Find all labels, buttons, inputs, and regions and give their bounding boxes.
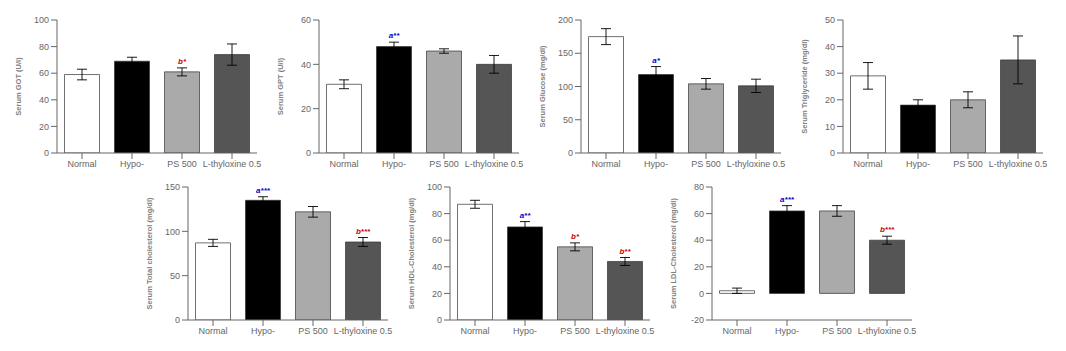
- svg-text:Normal: Normal: [198, 326, 227, 336]
- svg-text:L-thyloxine 0.5: L-thyloxine 0.5: [334, 326, 393, 336]
- svg-text:PS 500: PS 500: [298, 326, 328, 336]
- svg-text:40: 40: [694, 235, 704, 245]
- svg-text:PS 500: PS 500: [429, 159, 459, 169]
- svg-text:Serum HDL-Cholesterol (mg/dl): Serum HDL-Cholesterol (mg/dl): [407, 197, 416, 309]
- svg-text:Serum Triglyceride (mg/dl): Serum Triglyceride (mg/dl): [800, 39, 809, 134]
- svg-text:30: 30: [825, 68, 835, 78]
- svg-text:40: 40: [301, 60, 311, 70]
- svg-text:0: 0: [699, 289, 704, 299]
- svg-text:L-thyloxine 0.5: L-thyloxine 0.5: [596, 326, 655, 336]
- svg-text:PS 500: PS 500: [167, 159, 197, 169]
- svg-text:L-thyloxine 0.5: L-thyloxine 0.5: [727, 159, 786, 169]
- svg-text:20: 20: [39, 122, 49, 132]
- svg-text:Normal: Normal: [329, 159, 358, 169]
- svg-text:Normal: Normal: [591, 159, 620, 169]
- svg-text:Normal: Normal: [722, 326, 751, 336]
- svg-text:Serum GPT (U/l): Serum GPT (U/l): [276, 57, 285, 115]
- svg-text:150: 150: [165, 182, 180, 192]
- svg-text:L-thyloxine 0.5: L-thyloxine 0.5: [465, 159, 524, 169]
- svg-text:20: 20: [694, 262, 704, 272]
- svg-text:100: 100: [165, 227, 180, 237]
- svg-text:Hypo-: Hypo-: [251, 326, 275, 336]
- svg-text:80: 80: [432, 209, 442, 219]
- svg-text:b***: b***: [356, 227, 371, 236]
- svg-text:20: 20: [432, 289, 442, 299]
- svg-text:60: 60: [301, 15, 311, 25]
- svg-text:Serum Glucose (mg/dl): Serum Glucose (mg/dl): [538, 45, 547, 128]
- svg-text:a**: a**: [520, 211, 532, 220]
- svg-text:100: 100: [558, 82, 573, 92]
- svg-text:50: 50: [825, 15, 835, 25]
- svg-text:0: 0: [44, 148, 49, 158]
- svg-text:80: 80: [39, 42, 49, 52]
- svg-text:60: 60: [39, 68, 49, 78]
- svg-text:60: 60: [694, 209, 704, 219]
- svg-text:100: 100: [34, 15, 49, 25]
- svg-text:a**: a**: [389, 31, 401, 40]
- svg-text:b***: b***: [880, 225, 895, 234]
- svg-text:0: 0: [830, 148, 835, 158]
- svg-text:Hypo-: Hypo-: [382, 159, 406, 169]
- svg-text:Hypo-: Hypo-: [120, 159, 144, 169]
- svg-text:a*: a*: [652, 56, 660, 65]
- svg-text:Normal: Normal: [67, 159, 96, 169]
- svg-text:Hypo-: Hypo-: [775, 326, 799, 336]
- svg-text:20: 20: [301, 104, 311, 114]
- svg-text:L-thyloxine 0.5: L-thyloxine 0.5: [989, 159, 1048, 169]
- svg-text:0: 0: [306, 148, 311, 158]
- svg-text:PS 500: PS 500: [953, 159, 983, 169]
- svg-text:Serum Total cholesterol (mg/dl: Serum Total cholesterol (mg/dl): [145, 197, 154, 309]
- svg-text:-20: -20: [691, 315, 704, 325]
- svg-text:10: 10: [825, 122, 835, 132]
- svg-text:150: 150: [558, 48, 573, 58]
- svg-text:40: 40: [432, 262, 442, 272]
- svg-text:a***: a***: [780, 195, 795, 204]
- svg-text:b**: b**: [619, 247, 631, 256]
- svg-text:50: 50: [563, 115, 573, 125]
- svg-text:PS 500: PS 500: [691, 159, 721, 169]
- svg-text:PS 500: PS 500: [560, 326, 590, 336]
- svg-text:Hypo-: Hypo-: [644, 159, 668, 169]
- svg-text:60: 60: [432, 235, 442, 245]
- svg-text:Normal: Normal: [853, 159, 882, 169]
- svg-text:0: 0: [175, 315, 180, 325]
- svg-text:200: 200: [558, 15, 573, 25]
- svg-text:a***: a***: [256, 186, 271, 195]
- svg-text:Serum LDL-Cholesterol (mg/dl): Serum LDL-Cholesterol (mg/dl): [669, 198, 678, 309]
- svg-text:20: 20: [825, 95, 835, 105]
- svg-text:50: 50: [170, 271, 180, 281]
- svg-text:100: 100: [427, 182, 442, 192]
- svg-text:Hypo-: Hypo-: [906, 159, 930, 169]
- svg-text:0: 0: [437, 315, 442, 325]
- svg-text:b*: b*: [178, 57, 187, 66]
- svg-text:b*: b*: [571, 232, 580, 241]
- svg-text:Serum GOT (U/l): Serum GOT (U/l): [14, 57, 23, 116]
- svg-text:0: 0: [568, 148, 573, 158]
- svg-text:80: 80: [694, 182, 704, 192]
- svg-text:L-thyloxine 0.5: L-thyloxine 0.5: [203, 159, 262, 169]
- svg-text:PS 500: PS 500: [822, 326, 852, 336]
- svg-text:40: 40: [39, 95, 49, 105]
- svg-text:40: 40: [825, 42, 835, 52]
- svg-text:L-thyloxine 0.5: L-thyloxine 0.5: [858, 326, 917, 336]
- svg-text:Normal: Normal: [460, 326, 489, 336]
- svg-text:Hypo-: Hypo-: [513, 326, 537, 336]
